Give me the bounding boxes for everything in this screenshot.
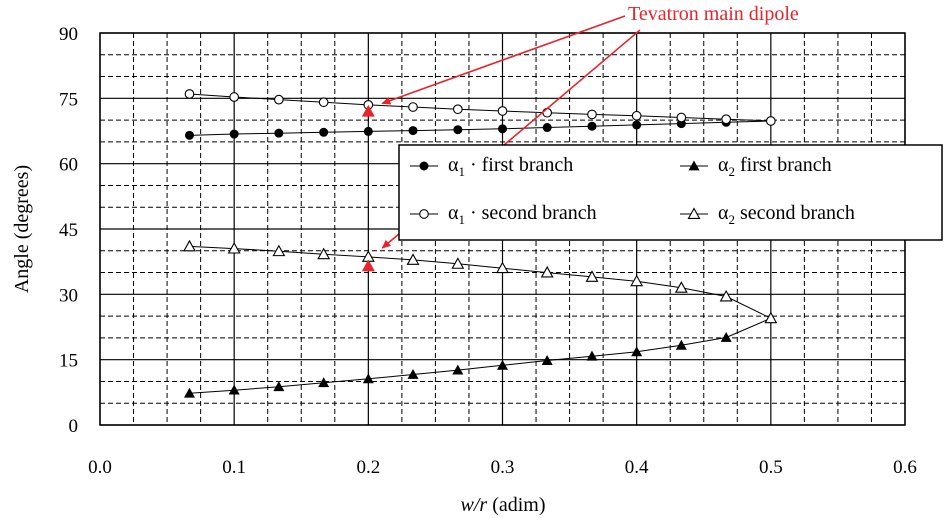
legend-entry-3: α2 first branch	[680, 154, 832, 179]
data-point	[542, 107, 553, 118]
y-tick-label: 0	[69, 416, 79, 437]
data-point	[541, 355, 553, 365]
data-point	[674, 281, 688, 293]
legend-label: α1 · second branch	[448, 202, 597, 227]
data-point	[452, 104, 463, 115]
series-line	[189, 120, 771, 136]
series-line	[189, 317, 771, 394]
data-point	[273, 381, 285, 392]
data-point	[408, 102, 418, 112]
legend-label: α2 second branch	[718, 202, 855, 227]
x-tick-label: 0.6	[893, 457, 917, 478]
y-tick-label: 45	[59, 220, 78, 241]
x-tick-label: 0.1	[222, 457, 246, 478]
x-tick-label: 0.2	[356, 457, 380, 478]
x-axis-title: w/r (adim)	[461, 494, 546, 516]
data-point	[272, 244, 286, 257]
y-tick-label: 90	[59, 24, 78, 45]
series-line	[189, 245, 772, 319]
data-point	[496, 261, 509, 274]
legend: α1 · first branch α1 · second branch α2 fi…	[398, 144, 943, 241]
annotation-arrow	[381, 15, 626, 105]
data-point	[453, 125, 463, 135]
legend-box	[398, 144, 943, 241]
legend-marker	[419, 161, 429, 171]
legend-marker	[688, 160, 700, 171]
data-point	[451, 257, 465, 269]
data-point	[630, 274, 644, 287]
data-point	[675, 339, 687, 350]
data-point	[632, 120, 642, 130]
x-tick-label: 0.0	[88, 457, 112, 478]
series-4	[183, 239, 778, 324]
data-point	[363, 126, 373, 136]
data-point	[183, 239, 196, 252]
data-point	[542, 123, 552, 133]
legend-label: α2 first branch	[718, 154, 832, 179]
data-point	[227, 241, 241, 254]
series	[183, 89, 778, 398]
x-tick-label: 0.4	[625, 457, 649, 478]
data-point	[587, 121, 597, 131]
legend-entry-1: α1 · first branch	[410, 154, 573, 179]
data-point	[408, 126, 418, 136]
data-point	[498, 124, 507, 134]
legend-entry-4: α2 second branch	[680, 202, 855, 227]
legend-marker	[687, 207, 701, 219]
data-point	[587, 109, 597, 120]
data-point	[274, 128, 284, 138]
data-point	[585, 270, 599, 282]
data-point	[676, 112, 687, 123]
data-point	[765, 116, 776, 126]
x-tick-label: 0.5	[759, 457, 783, 478]
data-point	[317, 247, 331, 260]
y-tick-label: 30	[59, 285, 78, 306]
legend-marker	[419, 209, 429, 219]
y-tick-label: 60	[59, 155, 78, 176]
data-point	[319, 127, 329, 137]
y-tick-label: 75	[59, 89, 78, 110]
data-point	[184, 130, 194, 140]
data-point	[229, 92, 240, 102]
series-2	[184, 89, 776, 126]
data-point	[406, 253, 420, 265]
data-point	[631, 346, 643, 357]
data-point	[721, 114, 732, 125]
y-axis-title: Angle (degrees)	[11, 165, 33, 293]
annotation: Tevatron main dipole	[361, 3, 799, 272]
data-point	[586, 350, 598, 361]
data-point	[720, 331, 732, 342]
data-point	[362, 373, 374, 384]
data-point	[452, 364, 464, 375]
highlight-point	[361, 259, 375, 272]
y-tick-label: 15	[59, 351, 78, 372]
data-point	[631, 110, 642, 121]
legend-label: α1 · first branch	[448, 154, 573, 179]
data-point	[540, 265, 554, 278]
data-point	[407, 368, 419, 379]
data-point	[183, 387, 195, 398]
series-line	[189, 93, 771, 122]
data-point	[497, 359, 508, 370]
series-3	[183, 312, 777, 398]
data-point	[318, 377, 330, 388]
series-1	[184, 116, 776, 140]
data-point	[228, 384, 240, 395]
data-point	[497, 106, 508, 116]
x-tick-label: 0.3	[491, 457, 515, 478]
data-point	[318, 97, 329, 108]
data-point	[273, 94, 284, 105]
annotation-label: Tevatron main dipole	[628, 3, 799, 25]
data-point	[229, 129, 239, 139]
highlight-point	[361, 104, 375, 117]
legend-entry-2: α1 · second branch	[410, 202, 597, 227]
data-point	[764, 311, 778, 324]
data-point	[184, 89, 195, 99]
data-point	[719, 289, 733, 302]
